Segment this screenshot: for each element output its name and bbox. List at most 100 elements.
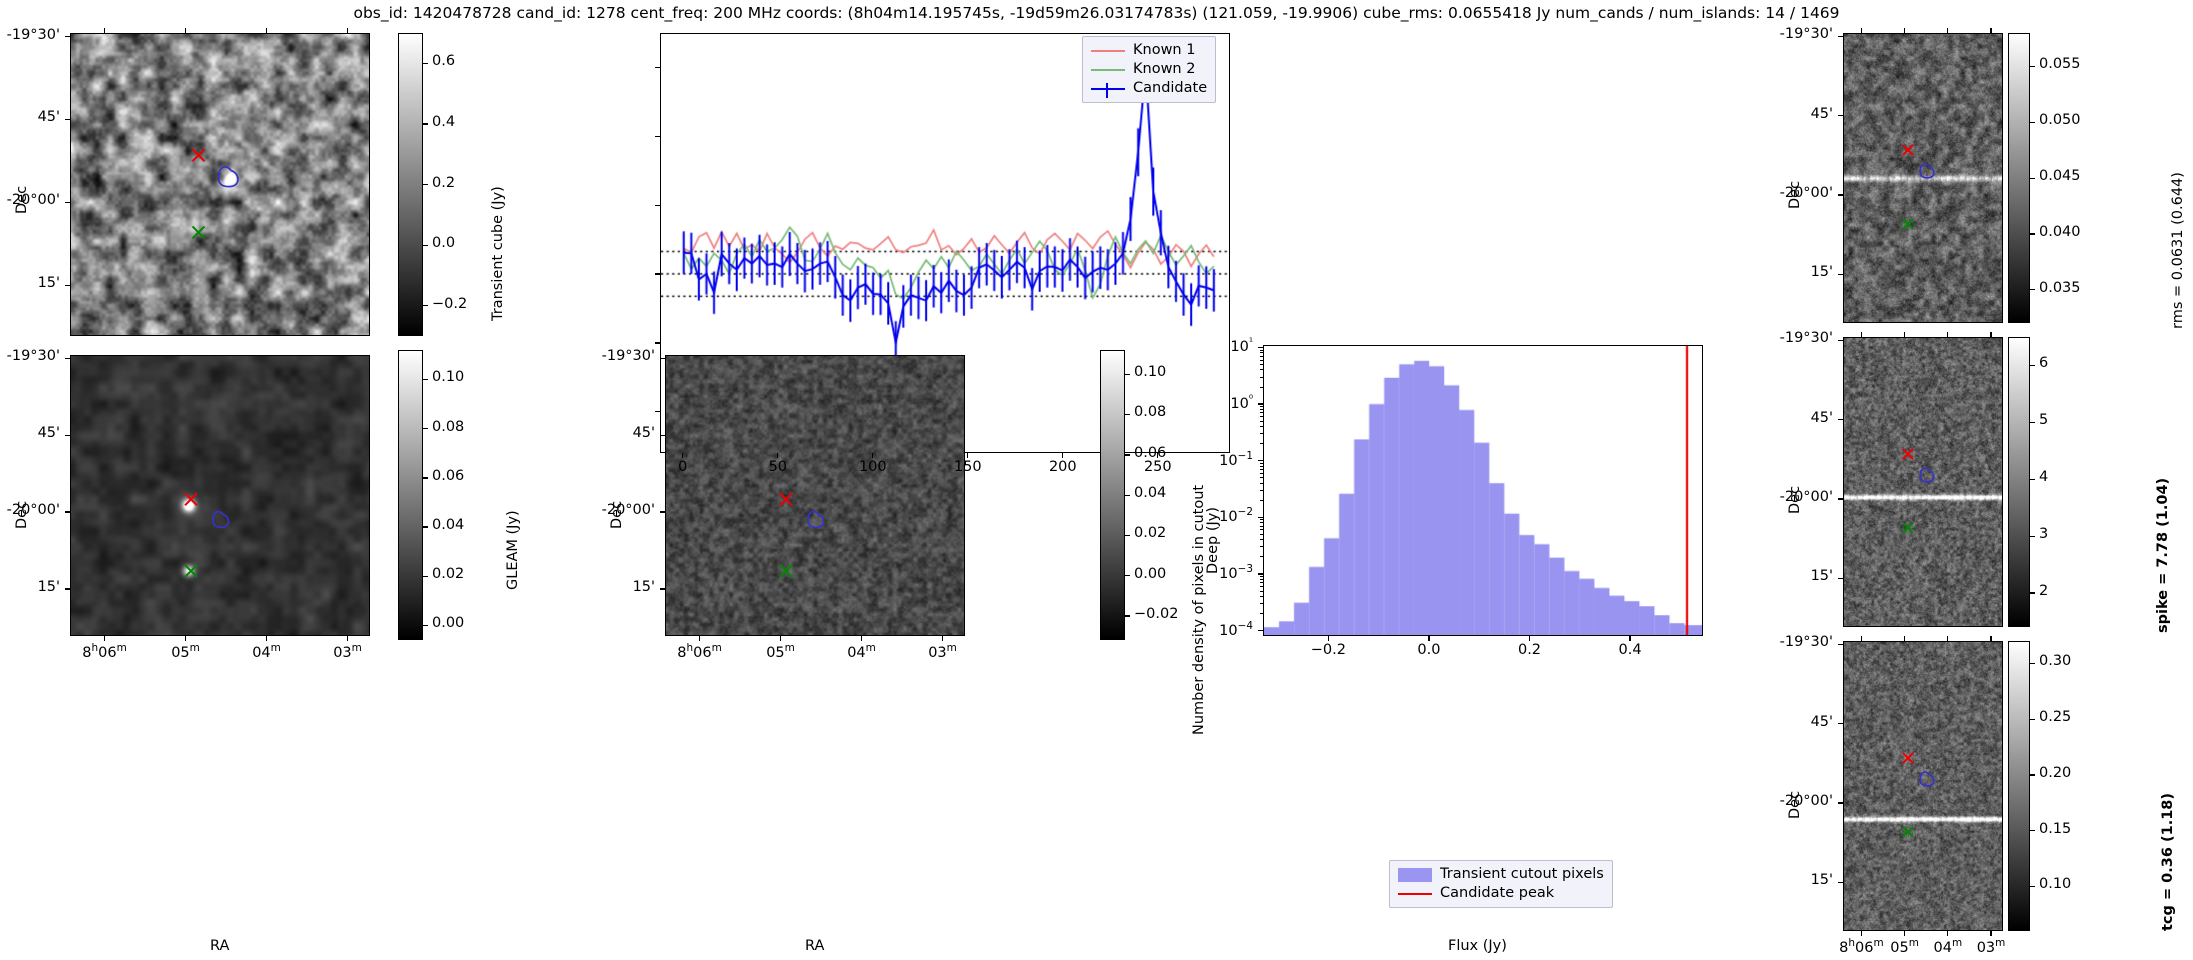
spike-map-ytick-label-2: -20°00' [1779,488,1833,505]
panel-rms-map[interactable] [1843,33,2003,323]
colorbar-deep-tick-label-5: 0.00 [1134,565,1167,582]
histogram-legend: Transient cutout pixels Candidate peak [1389,860,1613,908]
tcg-map-xtick-label-2: 04m [1933,937,1963,956]
tcg-map-ytick-label-1: 45' [1810,713,1833,730]
deep-xtick-label-1: 05m [766,642,795,661]
histogram-ytick-label-5: 10¹ [1230,336,1253,356]
colorbar-gleam-tick-label-1: 0.08 [432,418,465,435]
histogram-yminor [1260,433,1263,435]
transient-cube-ytick-label-2: -20°00' [6,192,60,209]
legend-swatch-known1 [1091,49,1125,52]
rms-map-xtick-1 [1904,28,1906,33]
gleam-xtick-1 [184,636,187,641]
panel-gleam[interactable] [70,355,370,636]
histogram-yminor [1260,386,1263,388]
gleam-ytick-label-1: 45' [37,425,60,442]
transient-cube-xtick-1 [184,28,187,33]
legend-label-candidate-peak: Candidate peak [1440,885,1555,901]
colorbar-transient-cube-tick-2 [423,184,428,186]
tcg-map-xtick-3 [1990,636,1992,641]
lightcurve-xtick-label-0: 0 [678,459,688,475]
spike-map-ytick-label-1: 45' [1810,409,1833,426]
histogram-ytick-label-4: 10⁰ [1230,392,1253,412]
rms-map-xtick-3 [1990,28,1992,33]
panel-gleam-xlabel: RA [210,938,230,954]
spike-map-xtick-2 [1947,332,1949,337]
lightcurve-xtick-2 [872,453,874,458]
colorbar-spike-map-tick-2 [2030,478,2035,480]
panel-flux-histogram[interactable] [1263,345,1703,636]
colorbar-transient-cube-tick-label-2: 0.2 [432,174,456,191]
colorbar-gleam [398,350,423,640]
histogram-yminor [1260,519,1263,521]
deep-ytick-0 [660,357,665,360]
tcg-map-ytick-label-2: -20°00' [1779,792,1833,809]
histogram-yminor [1260,412,1263,414]
colorbar-deep [1100,350,1125,640]
deep-xtick-0 [698,636,701,641]
colorbar-tcg-map-tick-label-0: 0.30 [2039,653,2072,670]
tcg-map-ytick-0 [1838,643,1843,646]
colorbar-spike-map-tick-label-1: 5 [2039,412,2049,429]
rms-map-ytick-label-3: 15' [1810,264,1833,281]
histogram-ylabel: Number density of pixels in cutout [1191,484,1207,735]
spike-map-ytick-2 [1838,498,1843,500]
panel-transient-cube[interactable] [70,33,370,336]
histogram-ytick-label-1: 10−3 [1219,562,1253,582]
histogram-ytick-5 [1258,346,1263,349]
transient-cube-ytick-label-0: -19°30' [6,26,60,43]
colorbar-spike-map-tick-4 [2030,592,2035,594]
panel-deep[interactable] [665,355,965,636]
legend-label-candidate: Candidate [1133,80,1208,96]
spike-map-xtick-3 [1990,332,1992,337]
histogram-yminor [1260,489,1263,491]
deep-xtick-label-2: 04m [847,642,876,661]
histogram-yminor [1260,355,1263,357]
colorbar-rms-map-tick-2 [2030,177,2035,179]
colorbar-deep-tick-3 [1125,494,1130,496]
histogram-ytick-label-0: 10−4 [1219,619,1253,639]
legend-item-known2: Known 2 [1091,60,1207,79]
colorbar-deep-tick-5 [1125,575,1130,577]
tcg-map-ytick-label-0: -19°30' [1779,634,1833,651]
spike-map-ytick-label-3: 15' [1810,568,1833,585]
panel-spike-map[interactable] [1843,337,2003,627]
histogram-xtick-label-2: 0.2 [1517,642,1542,658]
gleam-xtick-label-1: 05m [171,642,200,661]
tcg-map-xtick-label-0: 8h06m [1839,937,1884,956]
histogram-yminor [1260,578,1263,580]
colorbar-spike-map-tick-label-0: 6 [2039,355,2049,372]
histogram-yminor [1260,443,1263,445]
spike-map-ytick-3 [1838,577,1843,580]
histogram-yminor [1260,590,1263,592]
colorbar-tcg-map-label: tcg = 0.36 (1.18) [2160,792,2176,931]
colorbar-rms-map-tick-4 [2030,289,2035,291]
legend-item-candidate: Candidate [1091,79,1207,98]
colorbar-deep-tick-label-1: 0.08 [1134,404,1167,421]
rms-map-ytick-label-0: -19°30' [1779,26,1833,43]
colorbar-transient-cube-tick-3 [423,244,428,246]
histogram-ytick-2 [1258,516,1263,519]
colorbar-transient-cube-tick-0 [423,62,428,65]
colorbar-spike-map-tick-label-3: 3 [2039,526,2049,543]
tcg-map-xtick-2 [1947,636,1949,641]
deep-ytick-label-1: 45' [632,425,655,442]
histogram-xlabel: Flux (Jy) [1448,938,1507,954]
colorbar-tcg-map-tick-2 [2030,774,2035,776]
panel-tcg-map[interactable] [1843,641,2003,931]
colorbar-transient-cube-tick-label-0: 0.6 [432,53,456,70]
colorbar-spike-map-tick-0 [2030,364,2035,367]
colorbar-rms-map-tick-1 [2030,121,2035,124]
histogram-ytick-0 [1258,630,1263,632]
colorbar-gleam-tick-label-5: 0.00 [432,615,465,632]
colorbar-transient-cube-label: Transient cube (Jy) [490,185,506,321]
tcg-map-xtick-label-1: 05m [1890,937,1919,956]
lightcurve-xtick-1 [777,453,779,458]
colorbar-deep-tick-label-6: −0.02 [1134,605,1179,622]
transient-cube-ytick-1 [65,118,70,121]
transient-cube-ytick-0 [65,36,70,38]
histogram-yminor [1260,369,1263,371]
histogram-ytick-3 [1258,460,1263,462]
colorbar-rms-map-tick-label-3: 0.040 [2039,223,2081,240]
